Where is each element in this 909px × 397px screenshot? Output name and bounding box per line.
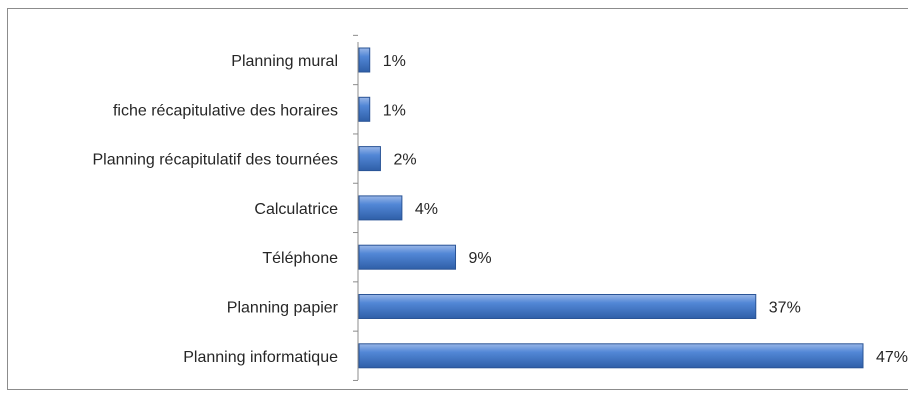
bar [358, 294, 757, 319]
bar [358, 343, 864, 369]
category-label: Calculatrice [254, 201, 338, 218]
category-label: Planning papier [227, 300, 339, 317]
value-label: 4% [415, 201, 438, 218]
value-label: 1% [383, 102, 406, 119]
category-label: fiche récapitulative des horaires [113, 102, 338, 119]
bar [358, 195, 403, 221]
bar [358, 96, 371, 122]
category-label: Téléphone [262, 250, 338, 267]
chart-frame [7, 8, 908, 390]
value-label: 47% [876, 349, 908, 366]
value-label: 2% [393, 152, 416, 169]
value-label: 1% [383, 53, 406, 70]
category-label: Planning mural [231, 53, 338, 70]
category-label: Planning récapitulatif des tournées [93, 152, 339, 169]
value-label: 37% [769, 300, 801, 317]
bar [358, 146, 381, 172]
value-label: 9% [469, 250, 492, 267]
bar [358, 244, 457, 270]
bar [358, 47, 371, 73]
category-label: Planning informatique [183, 349, 338, 366]
